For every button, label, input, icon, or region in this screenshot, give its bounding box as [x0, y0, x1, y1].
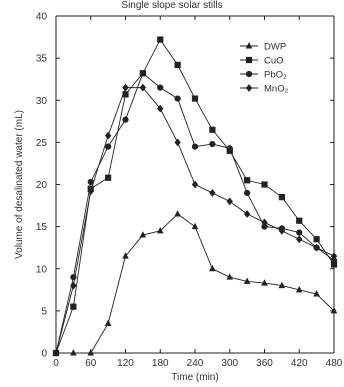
series-4-point [87, 187, 94, 196]
legend-marker [245, 84, 253, 92]
y-tick-label: 25 [36, 138, 48, 149]
series-4-line [55, 87, 335, 354]
series-2-point [191, 95, 199, 102]
series-2-point [244, 177, 251, 184]
series-4-point [226, 197, 233, 206]
y-tick-label: 30 [36, 96, 48, 107]
series-4-point [70, 281, 77, 290]
x-axis-title: Time (min) [171, 372, 218, 383]
series-1-point [70, 349, 77, 356]
series-4-point [191, 180, 199, 189]
series-1-point [104, 319, 112, 327]
series-1-point [209, 264, 216, 272]
series-2-point [278, 194, 285, 201]
series-4-point [52, 349, 60, 357]
series-2-line [55, 38, 335, 354]
legend-label: MnO₂ [264, 84, 289, 95]
series-2-point [122, 91, 129, 98]
series-3-point [122, 116, 129, 123]
series-3-point [191, 143, 199, 150]
x-tick-label: 360 [256, 358, 273, 369]
series-2-point [70, 303, 77, 310]
series-1-point [330, 307, 338, 314]
series-4-point [313, 243, 320, 252]
series-4-point [122, 83, 129, 92]
x-tick-label: 300 [221, 358, 238, 369]
y-tick-label: 40 [36, 12, 48, 23]
series-1-point [122, 252, 129, 259]
series-markers [52, 36, 338, 357]
series-3-point [157, 84, 164, 91]
series-3-point [139, 70, 146, 77]
series-3-point [296, 229, 303, 236]
series-4-point [174, 138, 181, 147]
series-1-point [226, 273, 234, 280]
legend-label: DWP [264, 42, 286, 53]
legend-marker [245, 42, 253, 49]
series-4-point [261, 218, 268, 227]
series-4-point [243, 210, 251, 218]
series-3-point [174, 95, 181, 102]
series-3-point [105, 143, 112, 150]
y-tick-label: 15 [36, 222, 48, 233]
y-tick-label: 20 [36, 180, 48, 191]
series-2-point [209, 126, 216, 133]
axis-ticks: 0 60 120 180 240 300 360 420 480 0 5 10 15 20 25 30 35 40 [36, 12, 343, 370]
series-2-point [174, 61, 181, 68]
series-2-point [105, 174, 112, 181]
series-4-point [104, 131, 112, 140]
series-2-point [261, 181, 268, 188]
x-tick-label: 240 [187, 358, 204, 369]
series-2-point [296, 217, 303, 224]
legend-label: CuO [264, 56, 284, 67]
series-1-point [87, 349, 95, 356]
series-1-point [191, 222, 199, 230]
series-3-line [55, 72, 335, 354]
series-2-point [157, 36, 164, 43]
series-1-point [139, 231, 147, 238]
legend-marker [245, 56, 253, 64]
series-4-point [157, 104, 164, 113]
series-3-point [209, 140, 216, 148]
y-axis-title: Volume of desalinated water (mL) [14, 110, 25, 259]
y-tick-label: 35 [36, 54, 48, 65]
series-1-point [295, 285, 303, 293]
series-4-point [330, 252, 338, 260]
x-tick-label: 120 [117, 358, 134, 369]
series-1-point [156, 226, 164, 234]
x-tick-label: 60 [85, 358, 97, 369]
series-3-point [226, 145, 233, 152]
series-1-point [243, 277, 251, 284]
series-1-point [313, 290, 320, 297]
y-tick-label: 0 [41, 349, 47, 360]
x-tick-label: 0 [53, 358, 59, 369]
legend: DWP CuO PbO₂ MnO₂ [240, 42, 289, 95]
legend-marker [245, 70, 253, 78]
series-1-point [174, 210, 181, 217]
y-tick-label: 5 [41, 306, 47, 317]
top-caption: Single slope solar stills [121, 0, 222, 11]
x-tick-label: 420 [291, 358, 308, 369]
series-3-point [87, 178, 94, 186]
y-tick-label: 10 [36, 264, 48, 275]
series-3-point [70, 274, 77, 281]
series-lines [55, 38, 335, 354]
x-tick-label: 180 [152, 358, 169, 369]
series-1-line [56, 213, 335, 354]
legend-label: PbO₂ [264, 70, 287, 81]
series-4-point [139, 83, 147, 92]
series-4-point [296, 235, 303, 244]
series-1-point [278, 281, 286, 289]
series-1-point [261, 279, 268, 286]
series-4-point [278, 226, 286, 235]
series-2-point [313, 236, 320, 243]
series-4-point [209, 189, 216, 197]
x-tick-label: 480 [326, 358, 343, 369]
series-3-point [244, 189, 251, 197]
